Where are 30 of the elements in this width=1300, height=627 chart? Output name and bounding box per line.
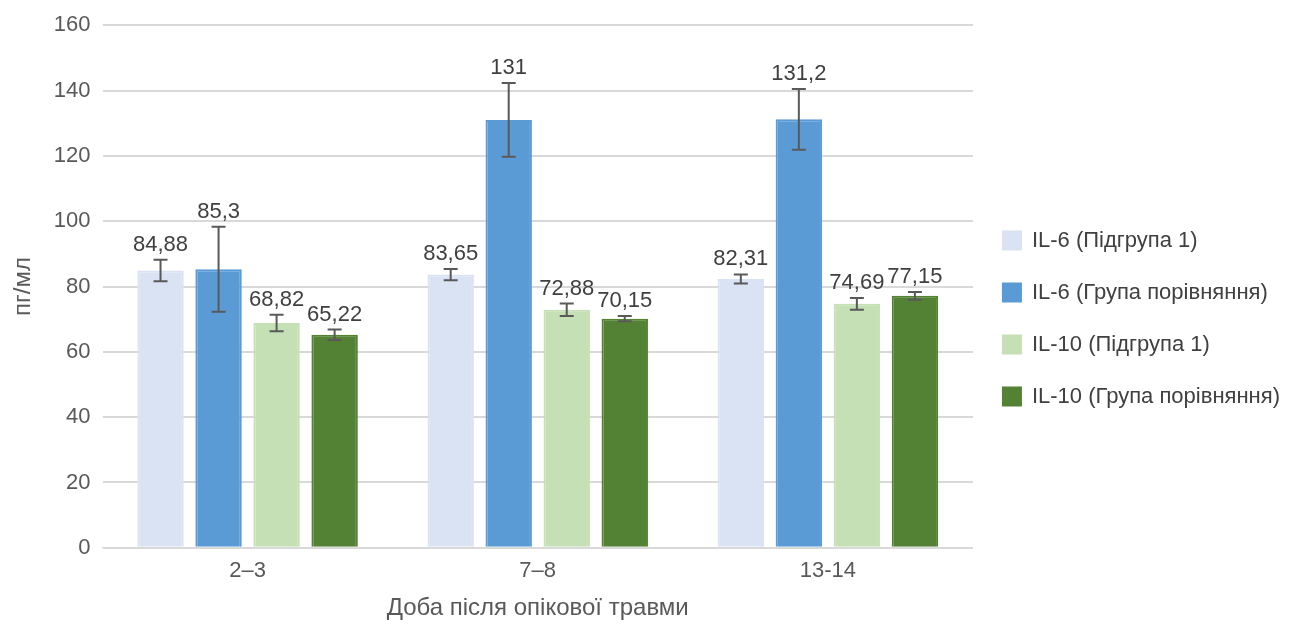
legend-label: IL-6 (Група порівняння) xyxy=(1031,278,1268,304)
data-label: 77,15 xyxy=(887,262,943,288)
legend-label: IL-10 (Група порівняння) xyxy=(1031,382,1281,408)
data-label: 83,65 xyxy=(423,240,479,266)
legend-label: IL-6 (Підгрупа 1) xyxy=(1031,226,1198,252)
y-tick-label: 60 xyxy=(66,337,91,363)
y-tick-label: 20 xyxy=(66,468,91,494)
y-tick-label: 160 xyxy=(53,11,91,37)
data-label: 131,2 xyxy=(771,59,827,85)
x-tick-label: 13-14 xyxy=(799,557,856,583)
y-axis-title: пг/мл xyxy=(8,257,36,316)
legend-label: IL-10 (Підгрупа 1) xyxy=(1031,330,1210,356)
y-tick-label: 140 xyxy=(53,76,91,102)
x-axis-title: Доба після опікової травми xyxy=(386,593,689,621)
data-label: 65,22 xyxy=(307,300,363,326)
y-tick-label: 40 xyxy=(66,403,91,429)
data-label: 131 xyxy=(490,54,528,80)
data-label: 74,69 xyxy=(829,269,885,295)
data-label: 68,82 xyxy=(249,285,305,311)
y-tick-label: 120 xyxy=(53,141,91,167)
data-label: 82,31 xyxy=(713,245,769,271)
data-label: 85,3 xyxy=(197,197,240,223)
y-tick-label: 0 xyxy=(78,533,91,559)
data-label: 70,15 xyxy=(597,287,653,313)
data-label: 72,88 xyxy=(539,274,595,300)
data-label: 84,88 xyxy=(133,230,189,256)
x-tick-label: 2–3 xyxy=(229,557,266,583)
x-tick-label: 7–8 xyxy=(519,557,557,583)
y-tick-label: 80 xyxy=(66,272,91,298)
y-tick-label: 100 xyxy=(53,207,91,233)
